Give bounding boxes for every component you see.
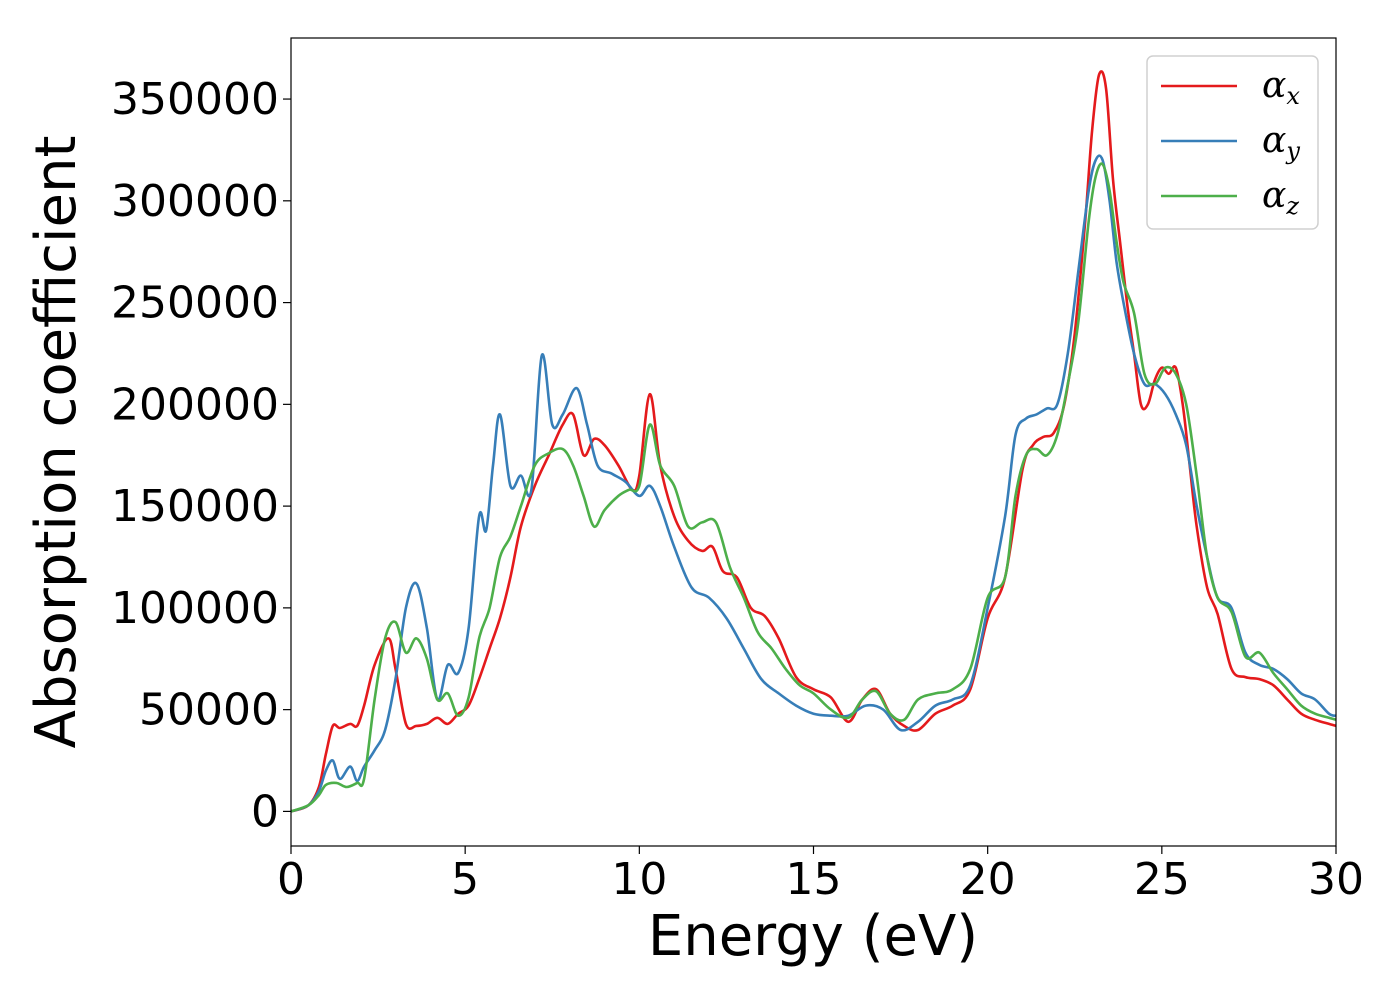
series-line-z <box>290 162 1337 813</box>
x-tick-label: 10 <box>611 854 667 905</box>
y-axis-ticks: 0 50000 100000 150000 200000 250000 300000 3500… <box>111 74 291 837</box>
x-tick-label: 20 <box>960 854 1016 905</box>
y-tick-label: 200000 <box>111 379 279 430</box>
x-tick-label: 0 <box>277 854 305 905</box>
y-tick-label: 150000 <box>111 481 279 532</box>
x-tick-label: 5 <box>451 854 479 905</box>
x-tick-label: 30 <box>1308 854 1364 905</box>
legend-label-z: αz <box>1262 175 1299 220</box>
x-tick-label: 25 <box>1134 854 1190 905</box>
y-tick-label: 350000 <box>111 74 279 125</box>
legend-frame <box>1146 55 1319 230</box>
y-tick-label: 50000 <box>139 685 279 736</box>
y-tick-label: 0 <box>251 786 279 837</box>
x-axis-title: Energy (eV) <box>648 904 978 969</box>
legend-label-y: αy <box>1262 120 1300 165</box>
y-tick-label: 250000 <box>111 278 279 329</box>
y-tick-label: 100000 <box>111 583 279 634</box>
x-tick-label: 15 <box>786 854 842 905</box>
series-line-y <box>290 154 1337 813</box>
y-axis-title: Absorption coefficient <box>24 136 89 749</box>
legend: αx αy αz <box>1146 55 1319 230</box>
legend-label-x: αx <box>1262 65 1300 110</box>
x-axis-ticks: 0 5 10 15 20 25 30 <box>277 846 1364 905</box>
series-layer <box>290 70 1337 813</box>
y-tick-label: 300000 <box>111 176 279 227</box>
